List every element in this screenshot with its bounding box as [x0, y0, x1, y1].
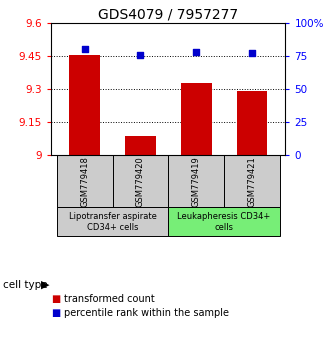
Bar: [168, 207, 280, 236]
Point: [249, 51, 255, 56]
Text: GSM779421: GSM779421: [248, 156, 256, 206]
Text: Leukapheresis CD34+
cells: Leukapheresis CD34+ cells: [178, 212, 271, 232]
Point: [194, 49, 199, 55]
Bar: [224, 155, 280, 207]
Bar: [69, 55, 100, 155]
Text: ▶: ▶: [41, 280, 50, 290]
Text: GSM779420: GSM779420: [136, 156, 145, 206]
Bar: [57, 207, 168, 236]
Text: Lipotransfer aspirate
CD34+ cells: Lipotransfer aspirate CD34+ cells: [69, 212, 156, 232]
Bar: [113, 155, 168, 207]
Title: GDS4079 / 7957277: GDS4079 / 7957277: [98, 8, 238, 22]
Point: [138, 52, 143, 57]
Text: GSM779418: GSM779418: [80, 156, 89, 207]
Bar: [168, 155, 224, 207]
Point: [82, 46, 87, 52]
Text: ■: ■: [51, 308, 60, 318]
Bar: [181, 84, 212, 155]
Bar: [237, 91, 267, 155]
Text: ■: ■: [51, 294, 60, 304]
Bar: [57, 155, 113, 207]
Text: transformed count: transformed count: [64, 294, 155, 304]
Bar: [125, 136, 156, 155]
Text: percentile rank within the sample: percentile rank within the sample: [64, 308, 229, 318]
Text: cell type: cell type: [3, 280, 48, 290]
Text: GSM779419: GSM779419: [192, 156, 201, 206]
